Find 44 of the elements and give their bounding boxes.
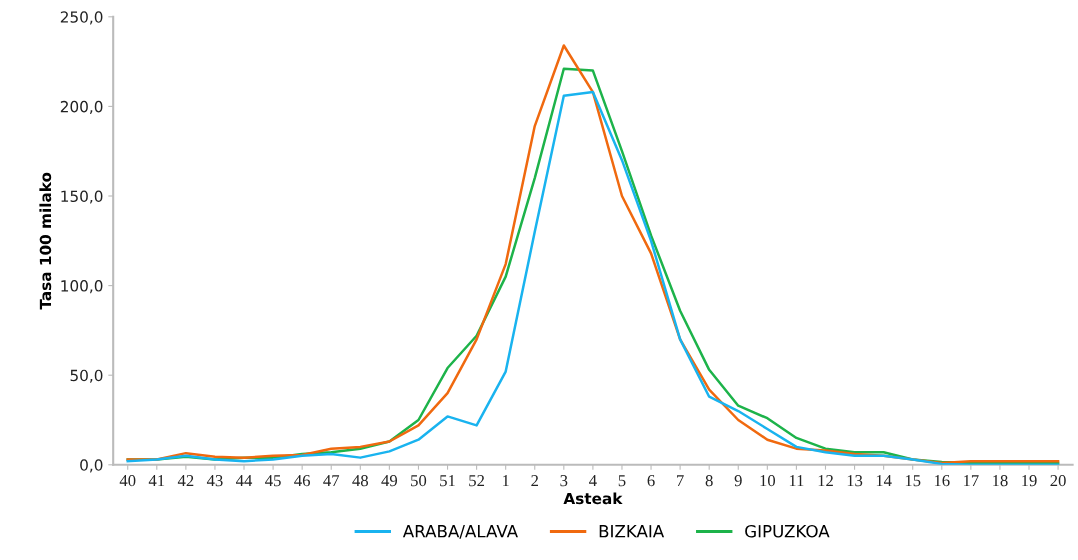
x-tick-label: 41	[148, 475, 165, 487]
x-tick-label: 1	[502, 475, 509, 487]
legend-label: BIZKAIA	[599, 525, 665, 538]
y-tick-label: 100,0	[61, 280, 103, 294]
x-tick-label: 47	[323, 475, 340, 487]
x-tick-label: 51	[440, 475, 455, 487]
x-tick-label: 46	[294, 475, 310, 487]
x-tick-label: 44	[236, 475, 253, 487]
y-tick-label: 0,0	[80, 459, 103, 473]
x-tick-label: 16	[934, 475, 950, 487]
x-tick-label: 20	[1050, 475, 1066, 487]
x-tick-label: 9	[734, 475, 742, 487]
x-tick-label: 3	[560, 475, 568, 487]
x-tick-label: 15	[905, 475, 921, 487]
x-tick-label: 12	[818, 475, 833, 487]
x-tick-label: 2	[531, 475, 538, 487]
y-tick-label: 200,0	[60, 100, 103, 114]
y-axis-title: Tasa 100 milako	[39, 172, 52, 310]
x-tick-label: 48	[352, 475, 369, 487]
x-tick-label: 43	[206, 475, 223, 487]
x-tick-label: 18	[993, 475, 1008, 487]
x-tick-label: 5	[618, 475, 626, 487]
x-tick-label: 7	[677, 475, 684, 487]
x-tick-label: 19	[1022, 475, 1037, 487]
x-tick-label: 11	[789, 475, 804, 487]
y-tick-label: 50,0	[70, 369, 103, 383]
x-tick-label: 49	[381, 475, 398, 487]
x-tick-label: 10	[760, 475, 776, 487]
x-tick-label: 6	[647, 475, 655, 487]
x-tick-label: 8	[705, 475, 713, 487]
legend-label: ARABA/ALAVA	[402, 525, 518, 539]
legend-label: GIPUZKOA	[745, 524, 830, 538]
y-tick-label: 150,0	[61, 190, 103, 204]
x-tick-label: 45	[265, 475, 281, 487]
x-tick-label: 40	[119, 475, 136, 487]
x-tick-label: 13	[847, 475, 863, 487]
x-tick-label: 4	[589, 475, 597, 487]
y-tick-label: 250,0	[60, 11, 103, 25]
x-tick-label: 14	[876, 475, 892, 487]
x-axis-title: Asteak	[563, 492, 623, 505]
x-tick-label: 42	[177, 475, 194, 487]
x-tick-label: 17	[963, 475, 979, 487]
x-tick-label: 50	[411, 475, 427, 487]
x-tick-label: 52	[469, 475, 485, 487]
